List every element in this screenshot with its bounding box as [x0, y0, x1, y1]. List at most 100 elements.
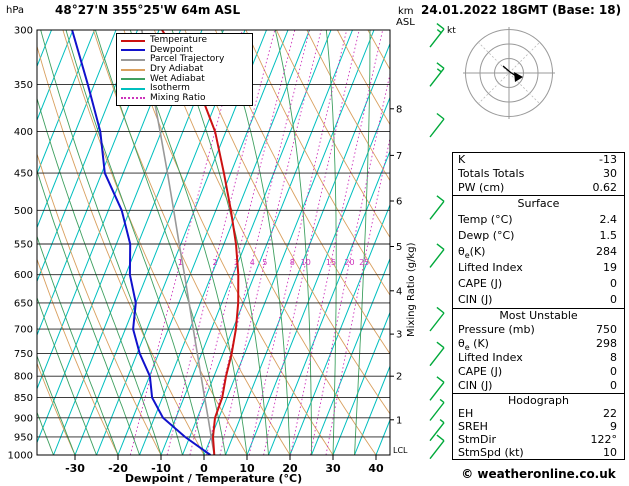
row-value: 0	[610, 379, 617, 392]
row-label: Lifted Index	[458, 351, 523, 364]
station-coordinates: 48°27'N 355°25'W 64m ASL	[55, 3, 241, 17]
table-row: θe(K) 284	[453, 244, 624, 260]
row-label: Temp (°C)	[458, 213, 513, 226]
row-value: 30	[603, 167, 617, 180]
svg-text:7: 7	[396, 151, 402, 162]
row-label: θe (K)	[453, 337, 489, 352]
plot-border	[36, 29, 391, 456]
section-title: Surface	[517, 197, 560, 210]
row-label: Lifted Index	[458, 261, 523, 274]
temperature-line-sample	[121, 39, 145, 42]
hodograph-stats-box: Hodograph EH 22 SREH 9 StmDir 122° StmSpd (…	[452, 393, 625, 460]
svg-text:6: 6	[396, 197, 402, 208]
legend-item-label: Parcel Trajectory	[150, 54, 225, 65]
svg-text:-30: -30	[65, 462, 85, 475]
hodograph	[463, 27, 555, 119]
legend: Temperature Dewpoint Parcel Trajectory D…	[116, 33, 253, 107]
mixing-ratio-axis-label: Mixing Ratio (g/kg)	[406, 242, 417, 337]
table-row: CIN (J) 0	[453, 292, 624, 308]
table-row: CIN (J) 0	[453, 379, 624, 393]
theta-subscript: e	[464, 251, 470, 261]
table-row: K -13	[453, 153, 624, 167]
legend-item-label: Wet Adiabat	[150, 73, 205, 84]
svg-text:2: 2	[212, 258, 217, 267]
svg-text:1: 1	[178, 258, 183, 267]
table-row: θe (K) 298	[453, 337, 624, 352]
svg-text:-20: -20	[108, 462, 128, 475]
surface-box: Surface Temp (°C) 2.4 Dewp (°C) 1.5 θe(K) 2…	[452, 195, 625, 309]
row-label: SREH	[458, 420, 488, 433]
row-value: 0.62	[592, 181, 618, 194]
svg-text:20: 20	[344, 258, 354, 267]
svg-text:8: 8	[396, 104, 402, 115]
svg-text:1000: 1000	[8, 451, 33, 462]
svg-text:25: 25	[359, 258, 369, 267]
row-label: CIN (J)	[458, 293, 493, 306]
legend-item: Parcel Trajectory	[121, 55, 252, 65]
km-axis-title: km	[398, 6, 414, 17]
svg-text:500: 500	[14, 206, 33, 217]
row-value: 1.5	[599, 229, 618, 242]
row-value: 22	[603, 407, 617, 420]
svg-text:1: 1	[396, 415, 402, 426]
row-label: EH	[458, 407, 474, 420]
svg-text:8: 8	[290, 258, 295, 267]
table-row: Totals Totals 30	[453, 167, 624, 181]
table-row: Pressure (mb) 750	[453, 323, 624, 337]
row-value: 298	[596, 337, 617, 350]
indices-box: K -13 Totals Totals 30 PW (cm) 0.62	[452, 152, 625, 196]
legend-item: Wet Adiabat	[121, 74, 252, 84]
section-title: Hodograph	[508, 394, 569, 407]
section-title: Most Unstable	[499, 309, 578, 322]
stats-panel: K -13 Totals Totals 30 PW (cm) 0.62 Surface…	[452, 152, 625, 460]
row-value: 750	[596, 323, 617, 336]
axis-tick-labels: 3003504004505005506006507007508008509009…	[8, 26, 403, 476]
legend-item: Isotherm	[121, 84, 252, 94]
svg-text:450: 450	[14, 169, 33, 180]
profiles	[71, 30, 240, 455]
svg-text:20: 20	[282, 462, 298, 475]
theta-unit: (K)	[469, 337, 489, 350]
row-value: 10	[603, 446, 617, 459]
svg-text:-10: -10	[151, 462, 171, 475]
table-row: SREH 9	[453, 420, 624, 433]
svg-text:700: 700	[14, 325, 33, 336]
hodograph-unit-label: kt	[447, 26, 456, 36]
svg-text:10: 10	[301, 258, 311, 267]
row-label: Totals Totals	[458, 167, 525, 180]
svg-text:40: 40	[368, 462, 384, 475]
table-row: Dewp (°C) 1.5	[453, 228, 624, 244]
row-value: 8	[610, 351, 617, 364]
row-value: 0	[610, 365, 617, 378]
wind-barbs	[429, 23, 445, 460]
legend-item-label: Dry Adiabat	[150, 64, 204, 75]
svg-text:5: 5	[396, 242, 402, 253]
svg-text:0: 0	[200, 462, 208, 475]
row-value: 19	[603, 261, 617, 274]
row-label: Pressure (mb)	[458, 323, 535, 336]
svg-text:30: 30	[325, 462, 341, 475]
svg-text:750: 750	[14, 349, 33, 360]
table-row: Temp (°C) 2.4	[453, 212, 624, 228]
legend-item: Dewpoint	[121, 45, 252, 56]
legend-item-label: Temperature	[150, 35, 208, 46]
table-row: CAPE (J) 0	[453, 276, 624, 292]
svg-text:3: 3	[396, 330, 402, 341]
svg-text:350: 350	[14, 80, 33, 91]
legend-item-label: Mixing Ratio	[150, 92, 206, 103]
svg-text:900: 900	[14, 413, 33, 424]
row-value: 284	[596, 245, 617, 258]
mixing-ratio-labels: 1 2 3 4 5 8 10 15 20 25	[178, 258, 369, 267]
svg-text:2: 2	[396, 372, 402, 383]
table-row: CAPE (J) 0	[453, 365, 624, 379]
copyright: © weatheronline.co.uk	[461, 467, 616, 481]
legend-item: Mixing Ratio	[121, 92, 252, 104]
legend-item: Dry Adiabat	[121, 65, 252, 75]
x-axis-label: Dewpoint / Temperature (°C)	[124, 472, 303, 485]
svg-text:15: 15	[326, 258, 336, 267]
theta-symbol: θ	[458, 337, 465, 350]
row-value: 9	[610, 420, 617, 433]
row-label: K	[458, 153, 466, 166]
row-value: 122°	[590, 433, 618, 446]
